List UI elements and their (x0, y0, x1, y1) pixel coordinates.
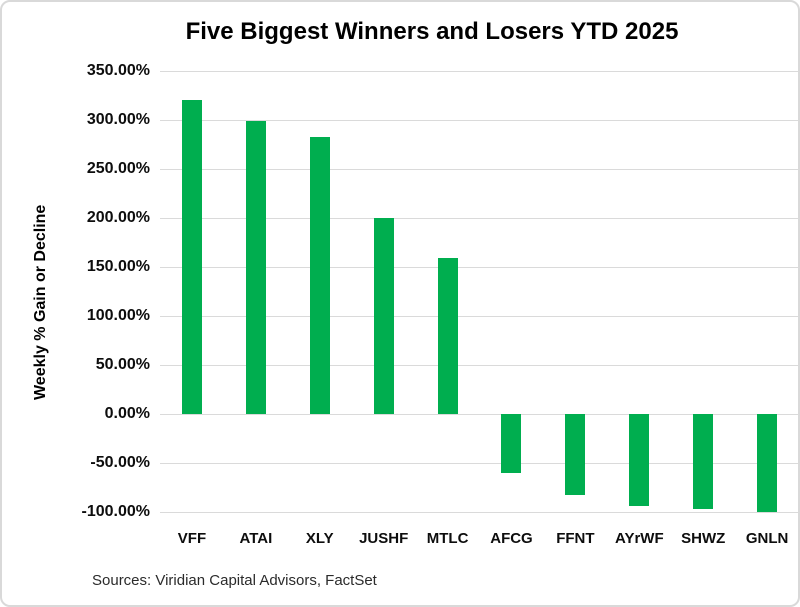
y-axis-tick-labels: 350.00% 300.00% 250.00% 200.00% 150.00% 100.0… (42, 62, 151, 520)
bar-FFNT (565, 414, 586, 496)
y-tick-label: 100.00% (86, 307, 150, 324)
source-note: Sources: Viridian Capital Advisors, Fact… (92, 572, 377, 589)
gridline (160, 413, 798, 415)
bar-SHWZ (693, 414, 714, 510)
gridline (160, 266, 798, 268)
gridline (160, 168, 798, 170)
bar-JUSHF (373, 218, 394, 414)
gridline (160, 70, 798, 72)
y-tick-label: -50.00% (90, 454, 150, 471)
y-tick-label: 350.00% (86, 62, 150, 79)
gridline (160, 511, 798, 513)
x-tick-label-ATAI: ATAI (239, 530, 273, 547)
x-tick-label-SHWZ: SHWZ (681, 530, 726, 547)
x-tick-label-AFCG: AFCG (490, 530, 533, 547)
gridline (160, 364, 798, 366)
x-tick-label-FFNT: FFNT (556, 530, 595, 547)
bar-GNLN (757, 414, 778, 512)
x-tick-label-XLY: XLY (305, 530, 334, 547)
y-tick-label: -100.00% (81, 503, 151, 520)
gridline (160, 119, 798, 121)
y-tick-label: 200.00% (86, 209, 150, 226)
bar-AFCG (501, 414, 522, 473)
x-axis-tick-labels: VFF ATAI XLY JUSHF MTLC AFCG FFNT AYrWF SHWZ GNLN (160, 530, 798, 547)
gridline (160, 315, 798, 317)
y-tick-label: 300.00% (86, 111, 150, 128)
y-tick-label: 50.00% (95, 356, 150, 373)
bar-MTLC (437, 258, 458, 414)
bar-AYrWF (629, 414, 650, 507)
bar-XLY (309, 136, 330, 414)
gridline (160, 462, 798, 464)
bar-ATAI (245, 120, 266, 414)
x-tick-label-GNLN: GNLN (745, 530, 789, 547)
bar-VFF (181, 100, 202, 414)
chart-title: Five Biggest Winners and Losers YTD 2025 (185, 18, 679, 45)
gridline (160, 217, 798, 219)
y-tick-label: 150.00% (86, 258, 150, 275)
y-tick-label: 250.00% (86, 160, 150, 177)
x-tick-label-JUSHF: JUSHF (359, 530, 409, 547)
x-tick-label-VFF: VFF (177, 530, 207, 547)
x-tick-label-MTLC: MTLC (426, 530, 469, 547)
x-tick-label-AYrWF: AYrWF (614, 530, 664, 547)
y-tick-label: 0.00% (104, 405, 150, 422)
plot-area (160, 70, 798, 513)
